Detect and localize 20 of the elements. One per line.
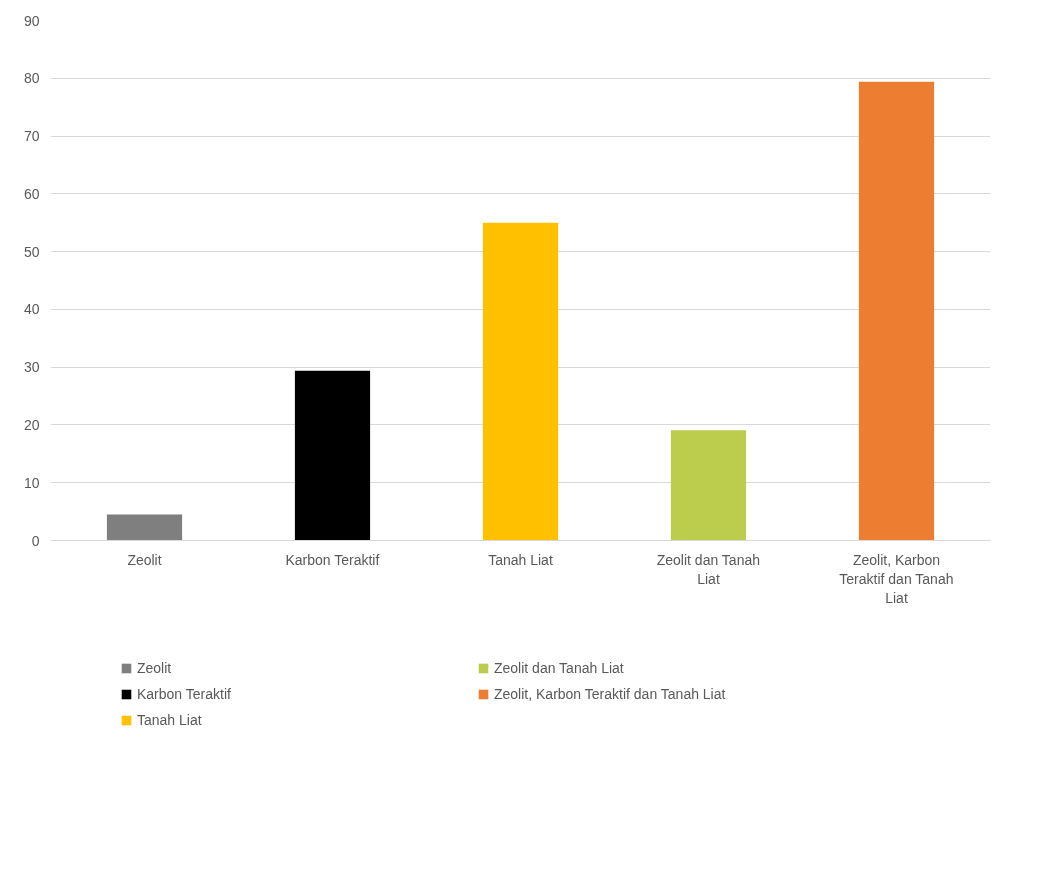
legend-label: Zeolit, Karbon Teraktif dan Tanah Liat	[494, 686, 727, 702]
legend-label: Zeolit	[137, 660, 173, 676]
x-tick-label: Karbon Teraktif	[285, 551, 380, 568]
y-tick-label: 0	[31, 532, 40, 549]
legend-label: Zeolit dan Tanah Liat	[494, 660, 625, 676]
legend-label: Karbon Teraktif	[137, 686, 232, 702]
y-tick-label: 70	[23, 128, 40, 145]
y-tick-label: 20	[23, 416, 40, 433]
y-tick-label: 40	[23, 301, 40, 318]
legend-label: Tanah Liat	[137, 712, 203, 728]
x-tick-label: Zeolit, Karbon Teraktif dan Tanah Liat	[839, 551, 954, 606]
y-tick-label: 50	[23, 243, 40, 260]
x-tick-label: Zeolit	[127, 551, 162, 568]
y-tick-label: 60	[23, 185, 40, 202]
y-tick-label: 10	[23, 474, 40, 491]
y-tick-label: 80	[23, 70, 40, 87]
y-tick-label: 90	[23, 12, 40, 29]
y-tick-label: 30	[23, 359, 40, 376]
x-tick-label: Zeolit dan Tanah Liat	[656, 551, 761, 587]
x-tick-label: Tanah Liat	[488, 551, 553, 568]
